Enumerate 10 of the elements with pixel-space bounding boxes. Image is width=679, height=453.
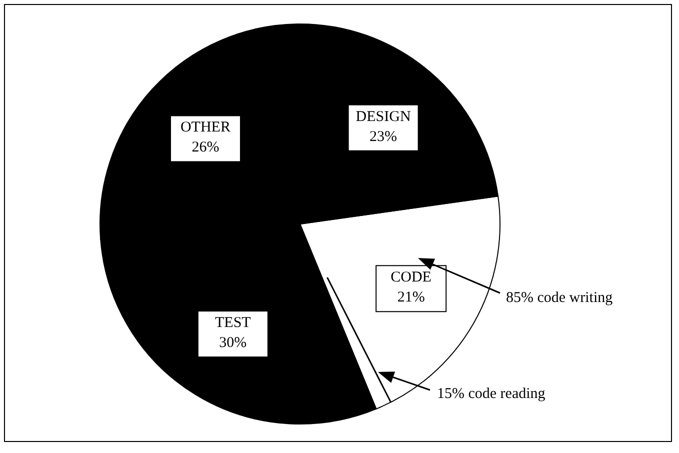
text: 15% code reading	[437, 386, 546, 402]
data-label: 21%	[397, 290, 425, 306]
slice-label: OTHER	[180, 120, 230, 136]
slice-label: DESIGN	[356, 108, 411, 125]
data-label: 26%	[192, 140, 220, 156]
legend-label: CODE	[390, 270, 432, 286]
text: 85% code writing	[506, 290, 614, 306]
data-label: 30%	[219, 335, 247, 352]
slice-label: TEST	[215, 315, 251, 332]
data-label: 23%	[370, 128, 398, 145]
